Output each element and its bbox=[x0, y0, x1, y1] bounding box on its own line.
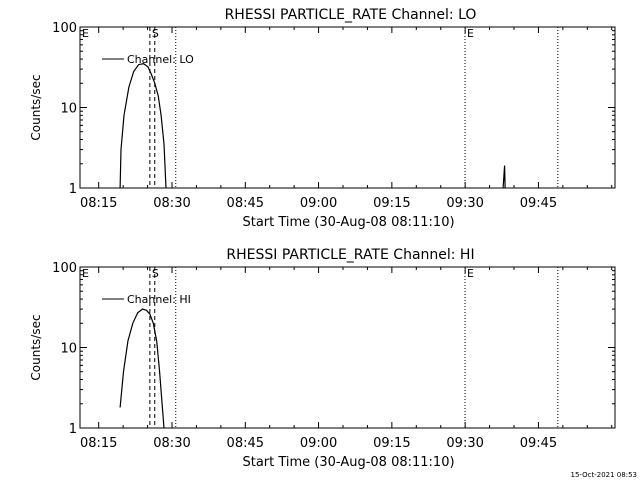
chart-panel-hi: RHESSI PARTICLE_RATE Channel: HI Start Ti… bbox=[29, 247, 616, 470]
x-tick-label: 08:45 bbox=[227, 196, 264, 211]
x-tick-label: 09:30 bbox=[446, 196, 483, 211]
x-tick-label: 09:15 bbox=[373, 196, 410, 211]
x-tick-label: 09:00 bbox=[300, 196, 337, 211]
x-tick-label: 08:15 bbox=[80, 436, 117, 451]
event-marker-label: S bbox=[152, 27, 159, 40]
footer-timestamp: 15-Oct-2021 08:53 bbox=[571, 471, 637, 479]
x-tick-label: 09:15 bbox=[373, 436, 410, 451]
chart-panel-lo: RHESSI PARTICLE_RATE Channel: LO Start Ti… bbox=[29, 7, 616, 230]
y-axis-label: Counts/sec bbox=[29, 314, 43, 380]
y-tick-label: 1 bbox=[69, 422, 77, 437]
data-series-line bbox=[502, 165, 506, 189]
x-tick-label: 08:30 bbox=[153, 196, 190, 211]
legend-label: Channel: HI bbox=[127, 293, 191, 306]
x-tick-label: 08:15 bbox=[80, 196, 117, 211]
event-marker-label: E bbox=[467, 267, 474, 280]
x-tick-label: 09:45 bbox=[520, 436, 557, 451]
y-tick-label: 10 bbox=[60, 102, 77, 117]
x-axis-label: Start Time (30-Aug-08 08:11:10) bbox=[242, 455, 454, 470]
data-series-line bbox=[119, 308, 165, 429]
y-axis-label: Counts/sec bbox=[29, 74, 43, 140]
y-tick-label: 1 bbox=[69, 182, 77, 197]
chart-title: RHESSI PARTICLE_RATE Channel: HI bbox=[226, 247, 474, 263]
x-tick-label: 09:00 bbox=[300, 436, 337, 451]
x-tick-label: 09:45 bbox=[520, 196, 557, 211]
y-tick-label: 100 bbox=[52, 261, 77, 276]
chart-title: RHESSI PARTICLE_RATE Channel: LO bbox=[225, 7, 477, 23]
event-marker-label: E bbox=[82, 267, 89, 280]
legend-label: Channel: LO bbox=[127, 53, 194, 66]
x-axis-label: Start Time (30-Aug-08 08:11:10) bbox=[242, 215, 454, 230]
y-tick-label: 10 bbox=[60, 342, 77, 357]
event-marker-label: S bbox=[152, 267, 159, 280]
plot-frame bbox=[79, 266, 616, 429]
event-marker-label: E bbox=[82, 27, 89, 40]
event-marker-label: E bbox=[467, 27, 474, 40]
data-series-line bbox=[119, 63, 167, 189]
y-tick-label: 100 bbox=[52, 21, 77, 36]
x-tick-label: 08:30 bbox=[153, 436, 190, 451]
x-tick-label: 08:45 bbox=[227, 436, 264, 451]
x-tick-label: 09:30 bbox=[446, 436, 483, 451]
